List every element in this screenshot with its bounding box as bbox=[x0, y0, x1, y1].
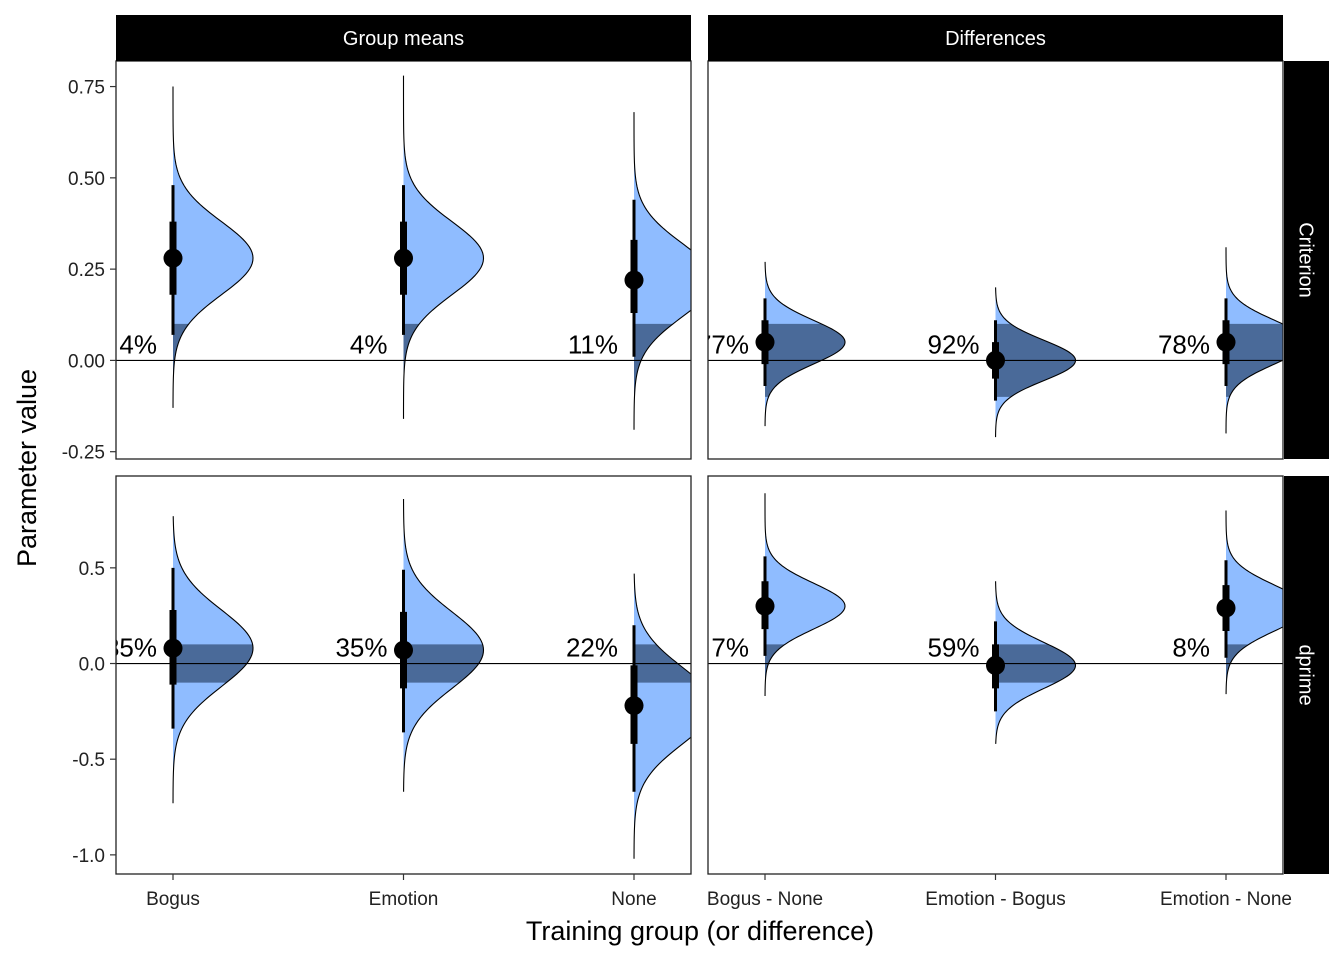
density-fill bbox=[403, 75, 484, 419]
rope-region bbox=[634, 323, 673, 397]
halfeye-emotion-bogus: 59% bbox=[927, 581, 1077, 744]
y-axis-title: Parameter value bbox=[12, 369, 42, 567]
median-point bbox=[163, 638, 183, 658]
x-tick-label: Bogus bbox=[146, 889, 200, 910]
strips-layer: Group means Differences Criterion dprime bbox=[116, 15, 1329, 874]
median-point bbox=[986, 655, 1005, 675]
y-tick-label: 0.0 bbox=[79, 655, 105, 676]
density-fill bbox=[634, 112, 691, 430]
median-point bbox=[1216, 598, 1236, 618]
median-point bbox=[624, 696, 644, 716]
rope-percent-label: 7% bbox=[711, 633, 749, 663]
halfeye-bogus-none: 7% bbox=[711, 493, 846, 697]
density-outline bbox=[764, 493, 846, 697]
rope-percent-label: 8% bbox=[1172, 633, 1210, 663]
density-outline bbox=[402, 75, 485, 419]
density-outline bbox=[995, 287, 1077, 438]
y-tick-label: 0.50 bbox=[68, 169, 105, 190]
rope-percent-label: 78% bbox=[1158, 329, 1210, 359]
rope-percent-label: 4% bbox=[350, 329, 388, 359]
median-point bbox=[755, 596, 775, 616]
y-tick-label: 0.00 bbox=[68, 351, 105, 372]
axes-layer: 0.75 0.50 0.25 0.00 -0.25 0.5 0.0 -0.5 -1.0 Bogus… bbox=[62, 78, 1292, 910]
panel-plot-area: 35% 35% 22% bbox=[105, 498, 691, 859]
density-fill bbox=[173, 86, 253, 408]
x-tick-label: None bbox=[611, 889, 656, 910]
column-strip-label: Group means bbox=[343, 28, 464, 50]
panel-dprime-group-means: 35% 35% 22% bbox=[105, 475, 692, 875]
y-tick-label: 0.75 bbox=[68, 78, 105, 99]
median-point bbox=[163, 248, 183, 268]
rope-percent-label: 35% bbox=[105, 633, 157, 663]
halfeye-emotion: 35% bbox=[335, 498, 485, 792]
halfeye-bogus: 4% bbox=[119, 86, 254, 408]
density-fill bbox=[634, 573, 691, 859]
density-outline bbox=[764, 261, 846, 427]
column-strip-differences bbox=[708, 15, 1283, 61]
density-fill bbox=[765, 493, 845, 697]
rope-region bbox=[765, 644, 785, 683]
rope-region bbox=[1226, 644, 1249, 683]
row-strip-label: dprime bbox=[1295, 644, 1317, 705]
median-point bbox=[624, 270, 644, 290]
row-strip-criterion bbox=[1284, 61, 1329, 459]
density-outline bbox=[995, 581, 1077, 744]
x-tick-label: Emotion - Bogus bbox=[925, 889, 1065, 910]
halfeye-emotion-none: 78% bbox=[1158, 247, 1283, 434]
halfeye-none: 11% bbox=[568, 112, 691, 430]
density-outline bbox=[633, 573, 691, 859]
halfeye-none: 22% bbox=[566, 573, 691, 859]
panel-plot-area: 4% 4% 11% bbox=[119, 75, 691, 430]
median-point bbox=[1216, 332, 1236, 352]
panel-plot-area: 7% 59% 8% bbox=[711, 493, 1283, 744]
median-point bbox=[755, 332, 775, 352]
rope-percent-label: 77% bbox=[697, 329, 749, 359]
panel-criterion-group-means: 4% 4% 11% bbox=[115, 60, 692, 460]
rope-region bbox=[173, 323, 189, 397]
x-tick-label: Bogus - None bbox=[707, 889, 823, 910]
median-point bbox=[394, 640, 413, 660]
density-outline bbox=[172, 86, 254, 408]
rope-percent-label: 22% bbox=[566, 633, 618, 663]
rope-percent-label: 35% bbox=[335, 633, 387, 663]
halfeye-emotion: 4% bbox=[350, 75, 485, 419]
rope-percent-label: 11% bbox=[568, 329, 618, 359]
y-tick-label: -0.5 bbox=[72, 750, 105, 771]
column-strip-group-means bbox=[116, 15, 691, 61]
y-tick-label: -0.25 bbox=[62, 443, 105, 464]
panels-layer: 4% 4% 11% 77% 92% 78% 35% 35% 22% 7% 59% 8% bbox=[105, 60, 1284, 875]
panel-criterion-differences: 77% 92% 78% bbox=[697, 60, 1284, 460]
x-tick-label: Emotion - None bbox=[1160, 889, 1292, 910]
density-outline bbox=[633, 112, 691, 430]
rope-region bbox=[403, 323, 420, 397]
halfeye-emotion-bogus: 92% bbox=[927, 287, 1077, 438]
rope-percent-label: 92% bbox=[927, 329, 979, 359]
panel-dprime-differences: 7% 59% 8% bbox=[707, 475, 1284, 875]
panel-plot-area: 77% 92% 78% bbox=[697, 247, 1283, 438]
y-tick-label: -1.0 bbox=[72, 846, 105, 867]
halfeye-bogus-none: 77% bbox=[697, 261, 846, 427]
row-strip-dprime bbox=[1284, 476, 1329, 874]
density-outline bbox=[402, 498, 485, 792]
density-outline bbox=[1225, 247, 1283, 434]
density-outline bbox=[172, 516, 254, 804]
x-axis-title: Training group (or difference) bbox=[526, 916, 874, 946]
halfeye-bogus: 35% bbox=[105, 516, 254, 804]
rope-percent-label: 59% bbox=[927, 633, 979, 663]
y-tick-label: 0.5 bbox=[79, 559, 105, 580]
y-tick-label: 0.25 bbox=[68, 260, 105, 281]
row-strip-label: Criterion bbox=[1295, 222, 1317, 298]
x-tick-label: Emotion bbox=[369, 889, 439, 910]
median-point bbox=[394, 248, 413, 268]
rope-percent-label: 4% bbox=[119, 329, 157, 359]
column-strip-label: Differences bbox=[945, 28, 1046, 50]
